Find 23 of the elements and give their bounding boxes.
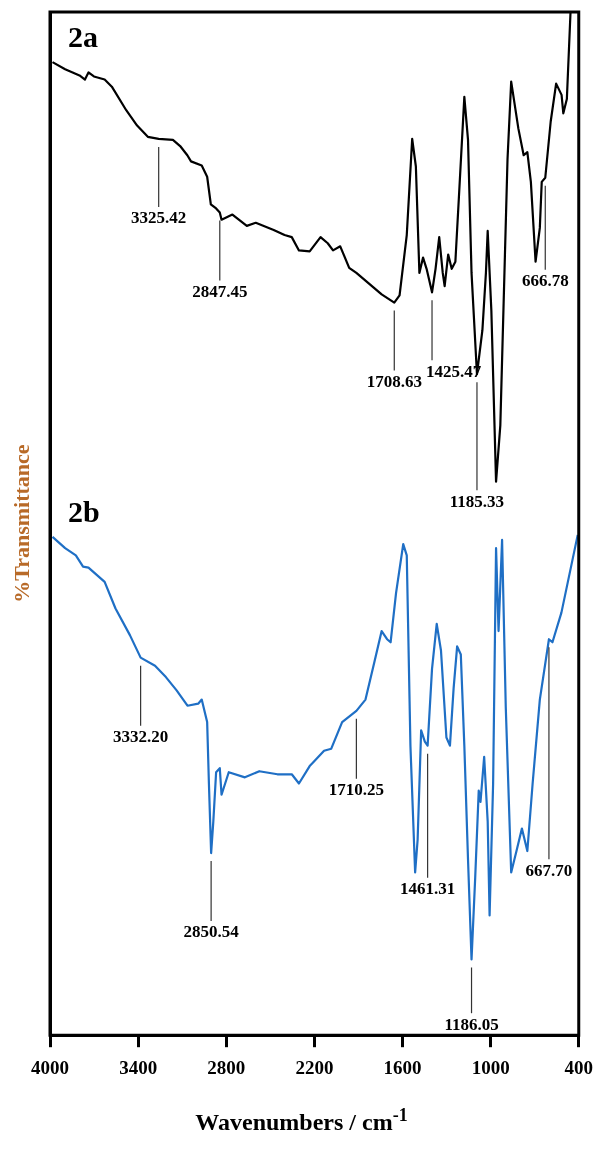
x-tick-label: 3400 (119, 1056, 158, 1078)
x-tick-label: 2200 (295, 1056, 334, 1078)
annotation: 2850.54 (183, 922, 240, 942)
annotation: 1186.05 (444, 1014, 499, 1034)
x-tick-label: 1600 (383, 1056, 422, 1078)
annotation: 1710.25 (328, 780, 385, 800)
annotation: 2847.45 (192, 281, 248, 301)
y-axis-title: %Transmittance (8, 444, 34, 603)
annotation: 666.78 (521, 271, 569, 291)
x-tick-label: 1000 (471, 1056, 510, 1078)
x-tick-label: 2800 (207, 1056, 246, 1078)
annotation: 1461.31 (399, 879, 456, 899)
annotation: 1425.47 (425, 361, 482, 381)
x-tick-label: 400 (564, 1056, 593, 1078)
annotation: 1185.33 (449, 491, 505, 511)
annotation: 667.70 (525, 860, 573, 880)
series-label: 2b (68, 494, 100, 528)
series-label: 2a (68, 19, 98, 53)
x-axis-title: Wavenumbers / cm$^{-1}$ (194, 1105, 409, 1136)
annotation: 3332.20 (113, 727, 169, 747)
annotation: 3325.42 (131, 208, 187, 228)
annotation: 1708.63 (366, 371, 422, 391)
x-tick-label: 4000 (31, 1056, 69, 1078)
